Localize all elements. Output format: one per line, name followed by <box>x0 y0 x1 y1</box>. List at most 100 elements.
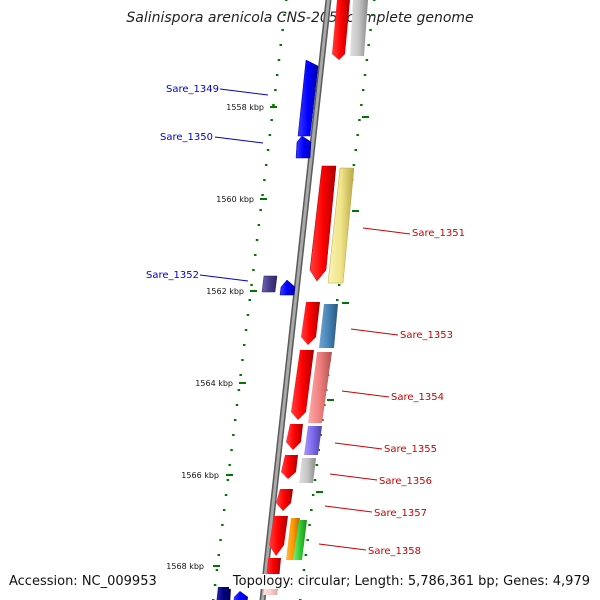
track-dot <box>277 59 281 61</box>
track-dot <box>263 179 266 181</box>
track-dot <box>308 524 311 526</box>
scale-labels: 1558 kbp 1560 kbp 1562 kbp 1564 kbp 1566… <box>166 103 264 571</box>
label-sare-1355[interactable]: Sare_1355 <box>384 444 437 455</box>
track-dot <box>257 224 261 226</box>
track-dot <box>354 149 357 151</box>
label-sare-1354[interactable]: Sare_1354 <box>391 392 444 403</box>
label-sare-1349[interactable]: Sare_1349 <box>166 84 219 95</box>
label-sare-1353[interactable]: Sare_1353 <box>400 330 453 341</box>
label-sare-1352[interactable]: Sare_1352 <box>146 270 199 281</box>
track-dot <box>246 314 250 316</box>
gene-bottom-navy[interactable] <box>216 587 231 600</box>
gene-bottom-blue[interactable] <box>233 591 248 600</box>
track-dot <box>337 284 341 286</box>
gene-sare-1352-a[interactable] <box>261 275 278 293</box>
scale-label-1562: 1562 kbp <box>206 287 244 296</box>
label-sare-1356[interactable]: Sare_1356 <box>379 476 432 487</box>
track-dot <box>266 149 270 151</box>
label-sare-1351[interactable]: Sare_1351 <box>412 228 465 239</box>
track-dot <box>259 209 262 211</box>
gene-sare-1358-orange[interactable] <box>286 518 300 560</box>
track-dot <box>221 524 224 526</box>
track-dot <box>230 449 233 451</box>
track-dot <box>233 419 237 421</box>
gene-labels-right: Sare_1351 Sare_1353 Sare_1354 Sare_1355 … <box>368 228 465 557</box>
label-leader-lines <box>199 88 411 551</box>
track-dot <box>336 299 339 301</box>
label-sare-1357[interactable]: Sare_1357 <box>374 508 427 519</box>
gene-sare-1356-gray[interactable] <box>299 458 316 483</box>
track-dot <box>228 464 231 466</box>
track-dot <box>243 344 246 346</box>
track-dot <box>313 479 317 481</box>
track-dot <box>275 74 279 76</box>
track-dot <box>252 269 255 271</box>
track-dot <box>232 434 235 436</box>
track-dot <box>315 464 319 466</box>
track-dot <box>317 449 320 451</box>
gene-sare-1355-violet[interactable] <box>304 426 322 455</box>
track-dot <box>226 479 230 481</box>
track-dot <box>250 284 253 286</box>
gene-sare-1358[interactable] <box>269 516 288 556</box>
track-dot <box>279 44 282 46</box>
gene-sare-1353[interactable] <box>301 302 320 345</box>
track-dot <box>224 494 228 496</box>
track-dot <box>217 554 220 556</box>
track-dot <box>219 539 222 541</box>
track-dot <box>363 74 367 76</box>
label-sare-1358[interactable]: Sare_1358 <box>368 546 421 557</box>
track-dot <box>237 389 241 391</box>
genome-backbone <box>259 0 332 600</box>
track-dot <box>367 44 370 46</box>
track-dot <box>281 29 284 31</box>
gene-sare-1351[interactable] <box>309 165 337 282</box>
scale-label-1560: 1560 kbp <box>216 195 254 204</box>
track-dot <box>244 329 248 331</box>
forward-genes <box>216 59 319 600</box>
track-dot <box>321 419 324 421</box>
track-dot <box>264 164 268 166</box>
track-dot <box>254 254 257 256</box>
track-dot <box>311 494 315 496</box>
track-dot <box>283 14 286 16</box>
gene-sare-1352[interactable] <box>279 279 296 296</box>
label-sare-1350[interactable]: Sare_1350 <box>160 132 213 143</box>
track-dot <box>213 584 217 586</box>
gene-top-gray[interactable] <box>350 0 368 56</box>
track-dot <box>270 119 273 121</box>
track-dot <box>352 164 356 166</box>
track-dot <box>239 374 242 376</box>
track-dot <box>222 509 226 511</box>
gene-sare-1349[interactable] <box>297 59 319 137</box>
track-dot <box>235 404 239 406</box>
gene-sare-1355[interactable] <box>286 424 303 450</box>
gene-sare-1358-green[interactable] <box>293 520 307 560</box>
track-dot <box>369 29 372 31</box>
track-dot <box>241 359 244 361</box>
track-dot <box>274 89 277 91</box>
track-dot <box>248 299 251 301</box>
gene-sare-1354-pink[interactable] <box>308 352 332 423</box>
track-dot <box>373 0 376 1</box>
track-dot <box>356 134 359 136</box>
gene-top-red[interactable] <box>332 0 350 60</box>
gene-sare-1351-yellow[interactable] <box>327 167 355 284</box>
track-dot <box>310 509 313 511</box>
gene-sare-1354[interactable] <box>291 350 314 420</box>
accession-label: Accession: NC_009953 <box>9 574 157 589</box>
track-dot <box>304 554 308 556</box>
gene-labels-left: Sare_1349 Sare_1350 Sare_1352 <box>146 84 219 281</box>
map-title: Salinispora arenicola CNS-205, complete … <box>126 10 474 26</box>
gene-sare-1357[interactable] <box>276 489 293 511</box>
gene-sare-1353-steel[interactable] <box>319 304 338 348</box>
gene-sare-1350[interactable] <box>295 135 312 159</box>
reverse-genes <box>263 0 368 595</box>
topology-label: Topology: circular; Length: 5,786,361 bp… <box>228 574 590 589</box>
track-dot <box>268 134 272 136</box>
track-dot <box>215 569 219 571</box>
track-dot <box>255 239 259 241</box>
gene-sare-1356[interactable] <box>281 455 298 479</box>
scale-ticks <box>213 106 369 567</box>
